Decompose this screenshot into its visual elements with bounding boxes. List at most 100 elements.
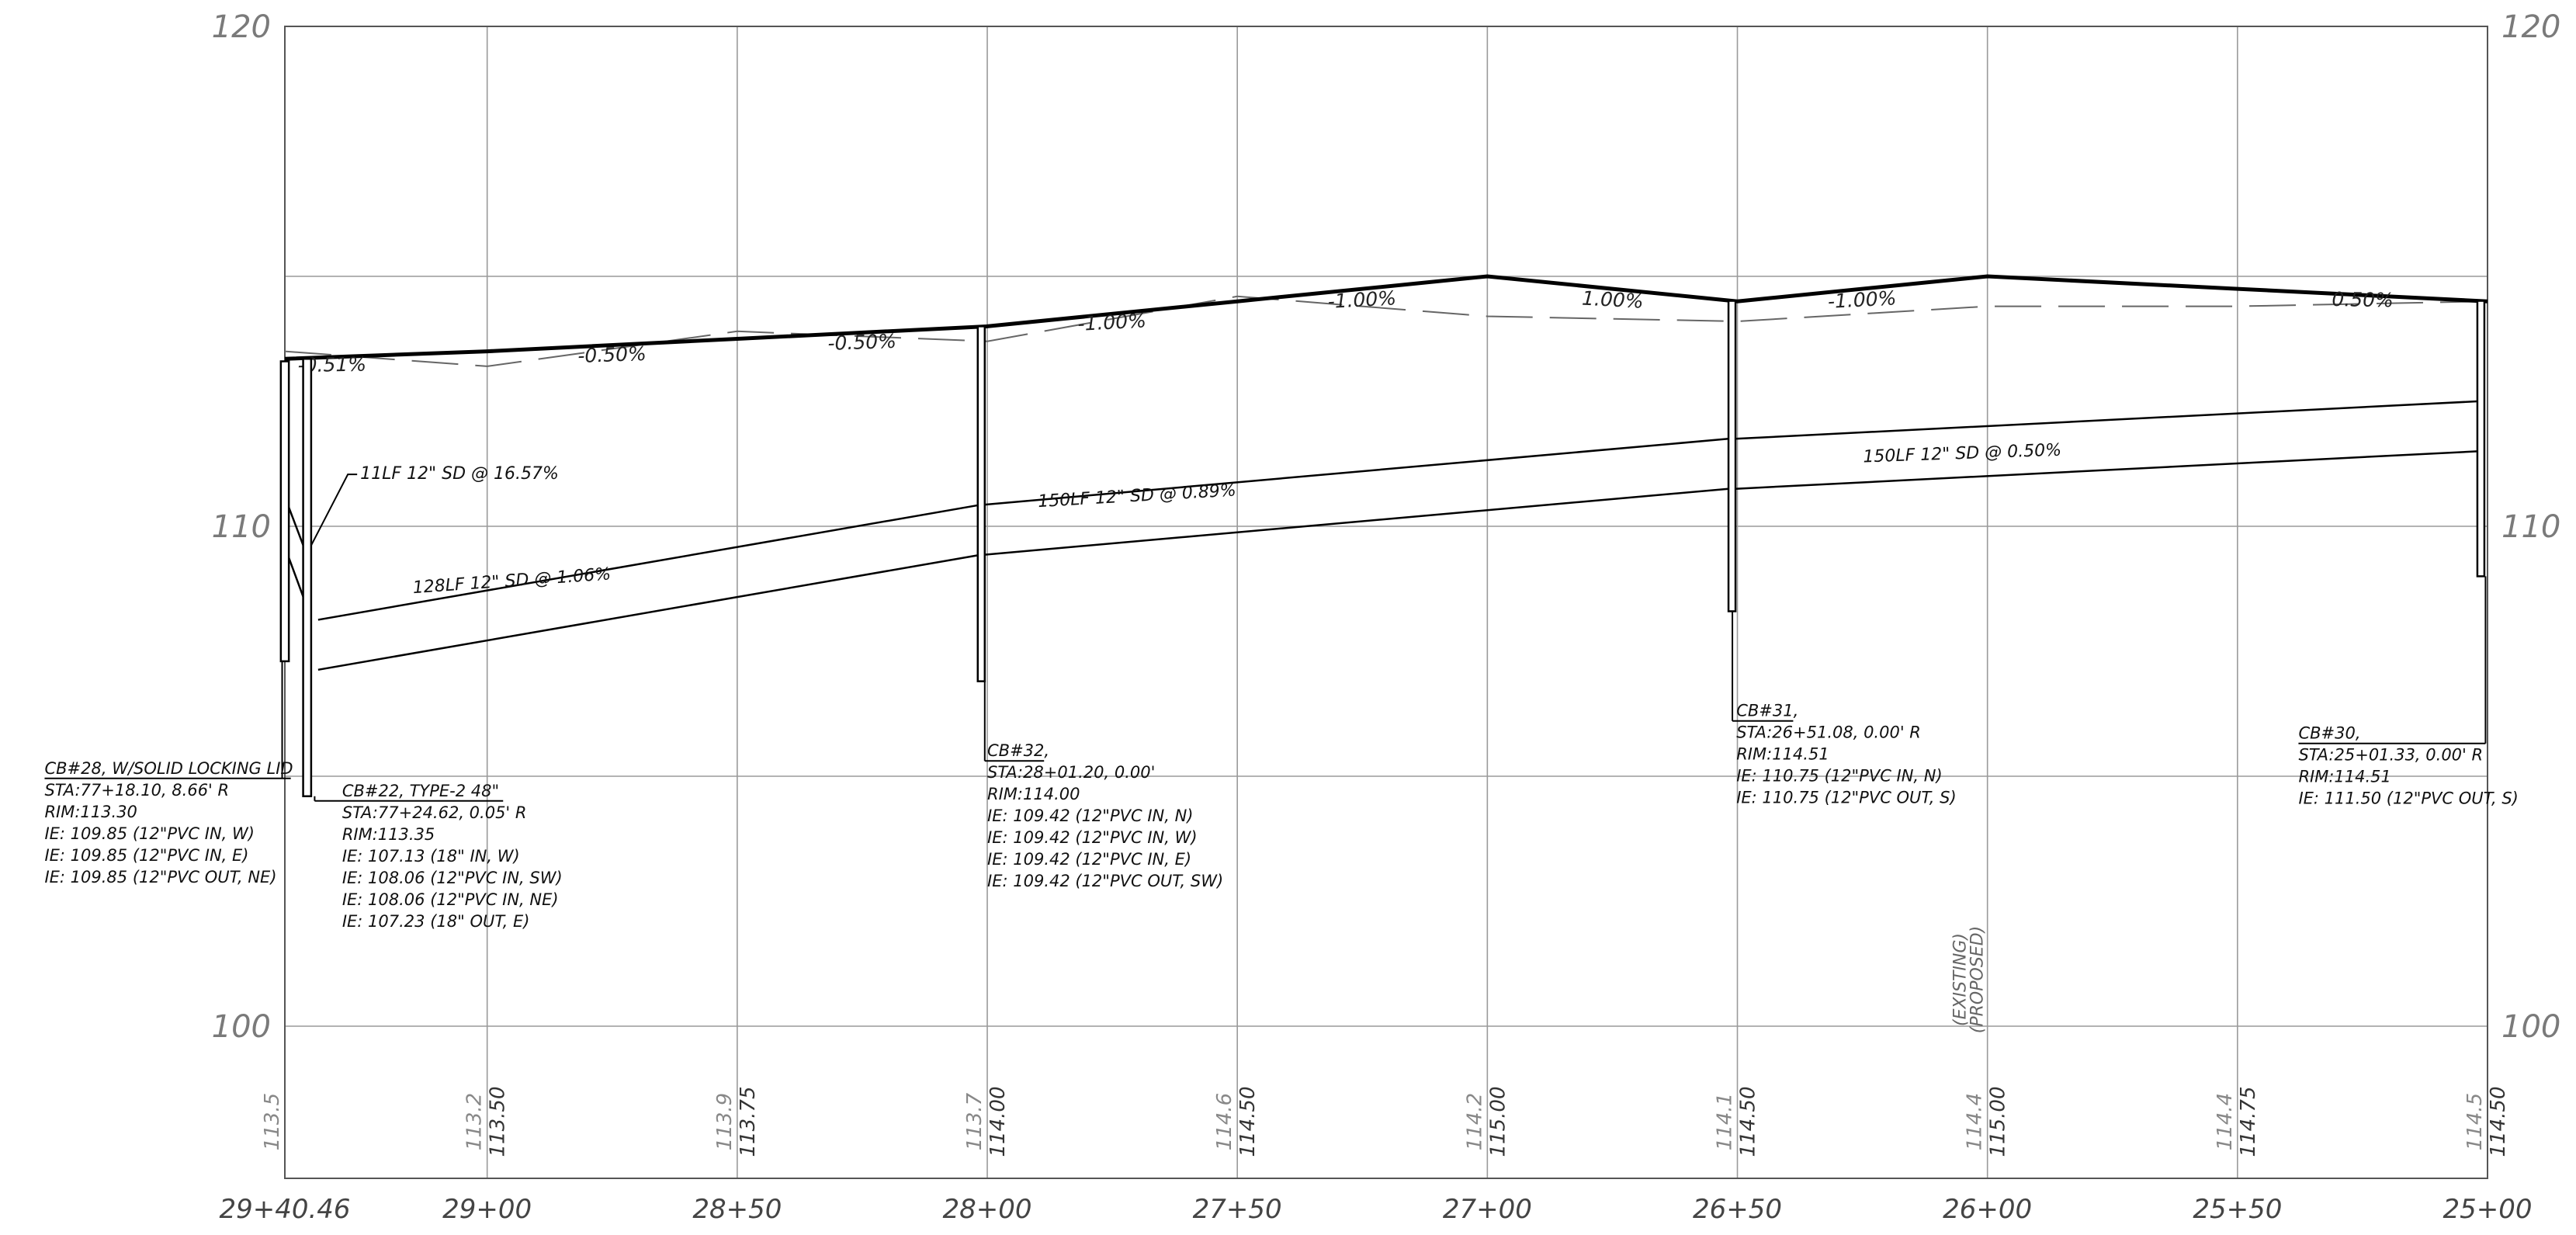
existing-elevation-label: 114.6: [1213, 1093, 1236, 1150]
structure-callouts: CB#28, W/SOLID LOCKING LID STA:77+18.10, …: [44, 576, 2519, 931]
catch-basin-structure: [1727, 300, 1737, 612]
column-legend: (EXISTING) (PROPOSED): [1951, 926, 1988, 1033]
callout-line: IE: 111.50 (12"PVC OUT, S): [2298, 789, 2518, 808]
station-labels: 29+40.46 29+00 28+50 28+00 27+50 27+00 26+50 26…: [219, 1194, 2532, 1225]
callout-line: STA:28+01.20, 0.00': [987, 763, 1155, 782]
station-label: 27+50: [1193, 1194, 1282, 1225]
callout-line: STA:77+24.62, 0.05' R: [342, 803, 527, 822]
existing-elevation-label: 113.9: [713, 1093, 737, 1150]
catch-basin-structure: [279, 360, 290, 663]
grade-percent-label: -0.50%: [577, 342, 647, 367]
pipe-label: 150LF 12" SD @ 0.50%: [1863, 441, 2062, 467]
y-tick-label-left: 110: [212, 509, 271, 545]
pipe-crown-line: [317, 504, 978, 621]
proposed-grade-series: [284, 274, 2488, 361]
station-label: 28+50: [692, 1194, 782, 1225]
station-label: 27+00: [1443, 1194, 1532, 1225]
existing-elevation-label: 114.2: [1463, 1093, 1486, 1150]
callout-cb32: CB#32, STA:28+01.20, 0.00' RIM:114.00 IE: 1…: [983, 681, 1223, 890]
frame-border: [284, 26, 2488, 1179]
callout-line: IE: 108.06 (12"PVC IN, SW): [342, 869, 563, 887]
callout-line: IE: 107.23 (18" OUT, E): [342, 912, 530, 931]
proposed-elevation-label: 114.50: [2487, 1087, 2510, 1157]
station-label: 29+00: [442, 1194, 532, 1225]
y-tick-label-left: 100: [212, 1009, 271, 1045]
proposed-elevation-label: 115.00: [1987, 1087, 2010, 1157]
y-tick-label-right: 120: [2501, 9, 2560, 45]
existing-elevation-label: 113.5: [261, 1093, 284, 1150]
legend-existing: (EXISTING): [1951, 933, 1971, 1026]
station-label: 25+50: [2193, 1194, 2282, 1225]
grade-percent-label: -1.00%: [1327, 286, 1397, 313]
grade-percent-label: 0.50%: [2332, 288, 2394, 311]
callout-line: IE: 109.85 (12"PVC IN, E): [44, 846, 248, 865]
connector-label: 11LF 12" SD @ 16.57%: [360, 464, 559, 484]
pipe-crown-line: [977, 438, 1729, 507]
station-label: 28+00: [943, 1194, 1032, 1225]
proposed-elevation-label: 114.50: [1737, 1087, 1760, 1157]
callout-line: IE: 108.06 (12"PVC IN, NE): [342, 890, 559, 909]
grade-percent-label: 1.00%: [1581, 287, 1644, 313]
grid: [284, 26, 2488, 1179]
existing-grade-series: [284, 295, 2488, 367]
callout-line: IE: 109.42 (12"PVC IN, W): [987, 828, 1198, 847]
existing-elevation-label: 114.4: [1964, 1093, 1987, 1150]
pipe-label: 150LF 12" SD @ 0.89%: [1038, 480, 1237, 512]
catch-basin-structure: [976, 325, 986, 682]
callout-line: STA:26+51.08, 0.00' R: [1736, 723, 1921, 742]
legend-proposed: (PROPOSED): [1968, 926, 1988, 1033]
storm-drain-pipes: 128LF 12" SD @ 1.06% 150LF 12" SD @ 0.89%…: [283, 400, 2478, 671]
station-label: 26+00: [1943, 1194, 2032, 1225]
callout-title: CB#28, W/SOLID LOCKING LID: [44, 759, 293, 778]
callout-line: IE: 110.75 (12"PVC OUT, S): [1736, 789, 1956, 807]
proposed-grade-line: [284, 274, 2488, 361]
plot-frame: [284, 26, 2488, 1179]
callout-title: CB#31,: [1736, 702, 1798, 720]
proposed-elevation-label: 113.75: [737, 1087, 760, 1157]
callout-cb30: CB#30, STA:25+01.33, 0.00' R RIM:114.51 IE:…: [2298, 576, 2519, 808]
callout-line: IE: 110.75 (12"PVC IN, N): [1736, 767, 1942, 786]
callout-line: RIM:114.51: [1736, 745, 1829, 764]
existing-elevation-label: 114.5: [2463, 1093, 2487, 1150]
callout-cb31: CB#31, STA:26+51.08, 0.00' R RIM:114.51 IE:…: [1732, 611, 1957, 807]
catch-basins: [279, 300, 2486, 798]
pipe-invert-line: [977, 487, 1729, 557]
callout-cb22: CB#22, TYPE-2 48" STA:77+24.62, 0.05' R RI…: [314, 782, 563, 931]
elevation-labels: 113.5 113.2 113.50 113.9 113.75 113.7 114.00 11…: [261, 1087, 2510, 1157]
proposed-elevation-label: 114.75: [2237, 1087, 2260, 1157]
y-tick-label-left: 120: [212, 9, 271, 45]
pipe-invert-line: [1735, 450, 2478, 490]
callout-line: RIM:113.35: [342, 825, 435, 844]
grade-labels: -0.51% -0.50%-0.50%-1.00%-1.00% 1.00% -1.00…: [297, 286, 2394, 376]
station-label: 26+50: [1693, 1194, 1782, 1225]
callout-title: CB#22, TYPE-2 48": [342, 782, 499, 800]
y-tick-label-right: 110: [2501, 509, 2560, 545]
grade-percent-label: -1.00%: [1077, 309, 1147, 335]
pipe-invert-line: [317, 554, 978, 671]
callout-line: IE: 109.42 (12"PVC IN, E): [987, 850, 1191, 869]
proposed-elevation-label: 114.50: [1236, 1087, 1260, 1157]
callout-line: STA:25+01.33, 0.00' R: [2298, 746, 2483, 765]
existing-elevation-label: 113.2: [463, 1093, 487, 1150]
pipe-crown-line: [1735, 400, 2478, 440]
callout-title: CB#32,: [987, 741, 1049, 760]
callout-cb28: CB#28, W/SOLID LOCKING LID STA:77+18.10, …: [44, 661, 293, 886]
existing-elevation-label: 113.7: [963, 1092, 986, 1150]
callout-line: IE: 107.13 (18" IN, W): [342, 847, 520, 866]
callout-line: RIM:113.30: [44, 803, 137, 821]
grade-percent-label: -0.50%: [827, 330, 896, 355]
connector-leader: [307, 474, 358, 552]
existing-grade-line: [284, 295, 2488, 367]
callout-line: IE: 109.85 (12"PVC OUT, NE): [44, 868, 276, 886]
catch-basin-structure: [302, 358, 313, 798]
y-tick-label-right: 100: [2501, 1009, 2560, 1045]
proposed-elevation-label: 115.00: [1486, 1087, 1510, 1157]
callout-line: RIM:114.51: [2298, 768, 2391, 786]
y-axis-ticks: 120 120 110 110 100 100: [212, 9, 2561, 1045]
proposed-elevation-label: 114.00: [986, 1087, 1010, 1157]
callout-title: CB#30,: [2298, 724, 2360, 743]
callout-line: STA:77+18.10, 8.66' R: [44, 781, 229, 800]
callout-line: IE: 109.42 (12"PVC IN, N): [987, 807, 1193, 825]
catch-basin-structure: [2476, 300, 2486, 578]
